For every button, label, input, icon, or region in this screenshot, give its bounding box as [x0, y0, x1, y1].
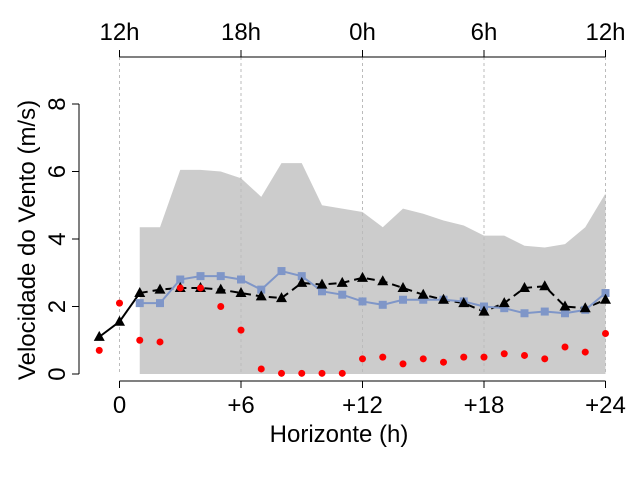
observed-triangle-point — [600, 293, 611, 304]
forecast-square-point — [135, 299, 144, 308]
forecast-square-point — [338, 290, 347, 299]
forecast-square-point — [540, 307, 549, 316]
forecast-square-point — [601, 289, 610, 297]
red-dot-point — [521, 351, 528, 359]
red-dot-point — [116, 299, 123, 307]
red-dot-point — [440, 358, 447, 366]
forecast-square-point — [237, 275, 245, 284]
red-dot-point — [257, 365, 265, 373]
forecast-square-point — [500, 304, 509, 313]
red-dot-point — [156, 338, 164, 346]
observed-triangle-point — [519, 281, 530, 292]
red-dot-point — [197, 284, 204, 292]
observed-triangle-point — [255, 290, 267, 301]
x-axis-title: Horizonte (h) — [270, 421, 409, 448]
top-tick-label: 12h — [585, 19, 625, 46]
observed-dashed-line — [139, 276, 606, 313]
y-tick-label: 0 — [44, 367, 71, 380]
forecast-square-point — [520, 309, 529, 318]
y-tick-label: 6 — [44, 165, 71, 178]
red-dot-point — [399, 360, 407, 368]
observed-triangle-point — [559, 300, 571, 311]
red-dot-point — [176, 284, 184, 292]
forecast-square-point — [176, 275, 185, 284]
forecast-square-point — [399, 295, 407, 304]
red-dot-point — [581, 348, 589, 356]
top-tick-label: 6h — [471, 19, 498, 46]
x-tick-label: +6 — [227, 392, 254, 419]
forecast-square-point — [419, 295, 428, 304]
observed-triangle-point — [134, 287, 146, 297]
forecast-square-point — [297, 272, 306, 281]
observed-triangle-point — [458, 297, 470, 308]
observed-triangle-point — [377, 275, 389, 286]
observed-triangle-point — [336, 276, 348, 287]
red-dot-point — [419, 355, 427, 363]
y-tick-label: 4 — [44, 232, 71, 245]
observed-triangle-point — [215, 283, 227, 294]
red-dot-point — [338, 369, 346, 377]
red-dot-point — [379, 353, 387, 361]
forecast-square-point — [358, 297, 367, 306]
y-axis-title: Velocidade do Vento (m/s) — [14, 100, 41, 380]
red-dot-point — [237, 326, 245, 334]
red-dot-point — [480, 353, 488, 361]
observed-triangle-point — [276, 292, 287, 303]
red-dot-point — [500, 350, 508, 358]
forecast-square-point — [257, 285, 266, 294]
observed-triangle-point — [539, 280, 551, 291]
observed-triangle-point — [579, 302, 591, 313]
red-dot-point — [561, 343, 569, 351]
red-dot-point — [217, 303, 225, 310]
forecast-square-point — [378, 300, 387, 309]
top-tick-label: 0h — [349, 19, 376, 46]
band-area — [139, 163, 606, 374]
top-tick-label: 18h — [221, 19, 261, 46]
red-dot-point — [602, 330, 609, 337]
y-tick-label: 2 — [44, 300, 71, 313]
red-dot-point — [278, 369, 285, 377]
red-dot-point — [95, 346, 103, 354]
x-tick-label: +24 — [585, 392, 626, 419]
red-dot-point — [136, 336, 144, 344]
observed-triangle-point — [114, 315, 125, 326]
series-group — [93, 267, 611, 377]
red-dot-point — [460, 353, 468, 361]
x-tick-label: +12 — [342, 392, 383, 419]
red-dot-point — [298, 369, 306, 377]
observed-triangle-point — [235, 287, 247, 297]
red-dot-point — [318, 369, 326, 377]
observed-triangle-point — [154, 283, 166, 294]
forecast-uncertainty-band — [139, 163, 606, 374]
forecast-square-point — [561, 309, 569, 318]
forecast-square-point — [196, 272, 205, 281]
observed-triangle-point — [498, 297, 510, 308]
forecast-square-point — [216, 272, 225, 281]
x-tick-label: 0 — [113, 392, 126, 419]
y-tick-label: 8 — [44, 97, 71, 110]
forecast-square-point — [277, 267, 286, 276]
observed-triangle-point — [417, 288, 429, 299]
forecast-square-point — [156, 299, 164, 308]
observed-triangle-point — [478, 305, 490, 316]
observed-triangle-point — [316, 278, 328, 289]
x-tick-label: +18 — [464, 392, 505, 419]
observed-triangle-point — [357, 271, 368, 282]
axes: 0 2 4 6 8 0 +6 +12 +18 +24 12h 18h 0h 6h 12h — [44, 19, 626, 419]
forecast-square-point — [318, 287, 326, 296]
top-tick-label: 12h — [99, 19, 139, 46]
observed-triangle-point — [397, 281, 409, 292]
observed-triangle-point — [438, 293, 449, 304]
red-dot-point — [541, 355, 549, 363]
red-dot-point — [359, 355, 366, 363]
observed-triangle-point — [296, 276, 308, 287]
observed-triangle-point — [93, 330, 105, 341]
